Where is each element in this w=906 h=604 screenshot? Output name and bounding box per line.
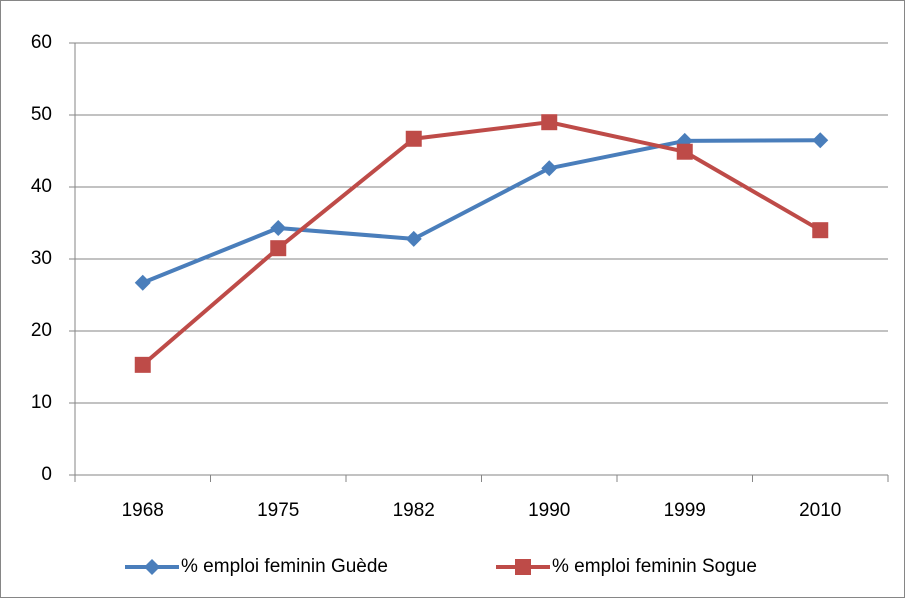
- legend-label: % emploi feminin Sogue: [552, 556, 757, 577]
- x-tick-label: 1982: [393, 500, 435, 521]
- legend-label: % emploi feminin Guède: [181, 556, 388, 577]
- y-tick-label: 50: [31, 104, 52, 125]
- x-tick-label: 1968: [122, 500, 164, 521]
- data-point: [405, 230, 422, 247]
- y-tick-label: 20: [31, 320, 52, 341]
- data-point: [134, 356, 151, 373]
- data-point: [676, 143, 693, 160]
- series-line: [141, 120, 822, 367]
- data-point: [812, 222, 829, 239]
- x-tick-label: 2010: [799, 500, 841, 521]
- data-point: [405, 130, 422, 147]
- legend-marker: [515, 559, 531, 575]
- y-tick-label: 0: [41, 464, 52, 485]
- data-point: [812, 132, 829, 149]
- y-tick-label: 10: [31, 392, 52, 413]
- data-point: [541, 114, 558, 131]
- x-tick-label: 1990: [528, 500, 570, 521]
- y-tick-label: 60: [31, 32, 52, 53]
- data-point: [134, 274, 151, 291]
- y-tick-label: 30: [31, 248, 52, 269]
- y-tick-label: 40: [31, 176, 52, 197]
- data-point: [270, 220, 287, 237]
- x-tick-label: 1999: [664, 500, 706, 521]
- legend-marker: [144, 559, 160, 575]
- data-point: [270, 240, 287, 257]
- data-point: [541, 160, 558, 177]
- x-tick-label: 1975: [257, 500, 299, 521]
- series-line: [142, 138, 821, 285]
